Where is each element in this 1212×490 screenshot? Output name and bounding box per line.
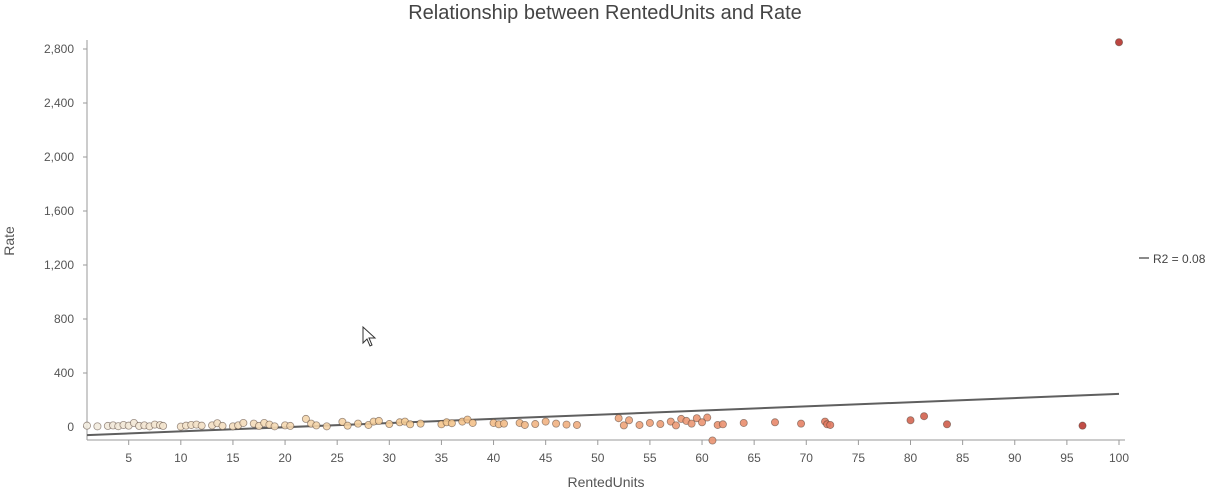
x-tick-label: 25 — [331, 451, 345, 465]
data-point[interactable] — [499, 419, 508, 428]
data-point[interactable] — [468, 418, 477, 427]
data-point[interactable] — [1078, 421, 1087, 430]
data-point[interactable] — [826, 420, 835, 429]
data-point[interactable] — [645, 418, 654, 427]
data-point[interactable] — [671, 421, 680, 430]
data-point[interactable] — [93, 422, 102, 431]
x-axis-ticks: 5 10 15 20 25 30 35 40 45 50 55 60 65 70 75 80 85 90 95 100 — [125, 440, 1129, 465]
y-tick-label: 1,200 — [44, 258, 74, 272]
data-point[interactable] — [343, 421, 352, 430]
x-tick-label: 5 — [125, 451, 132, 465]
x-tick-label: 10 — [174, 451, 188, 465]
data-point[interactable] — [614, 414, 623, 423]
data-point[interactable] — [416, 419, 425, 428]
x-tick-label: 60 — [695, 451, 709, 465]
data-point[interactable] — [562, 420, 571, 429]
data-point[interactable] — [619, 421, 628, 430]
data-point[interactable] — [447, 419, 456, 428]
data-point[interactable] — [635, 420, 644, 429]
data-point[interactable] — [708, 436, 717, 445]
data-points — [83, 38, 1124, 445]
data-point[interactable] — [354, 419, 363, 428]
x-tick-label: 40 — [487, 451, 501, 465]
data-point[interactable] — [83, 421, 92, 430]
data-point[interactable] — [718, 420, 727, 429]
data-point[interactable] — [692, 414, 701, 423]
data-point[interactable] — [239, 418, 248, 427]
y-tick-label: 2,000 — [44, 150, 74, 164]
data-point[interactable] — [703, 413, 712, 422]
data-point[interactable] — [943, 420, 952, 429]
y-tick-label: 2,800 — [44, 42, 74, 56]
data-point[interactable] — [687, 419, 696, 428]
x-tick-label: 75 — [852, 451, 866, 465]
x-tick-label: 50 — [591, 451, 605, 465]
data-point[interactable] — [541, 417, 550, 426]
y-tick-label: 1,600 — [44, 204, 74, 218]
axes — [86, 40, 1125, 441]
x-tick-label: 45 — [539, 451, 553, 465]
legend-label: R2 = 0.08 — [1153, 252, 1206, 266]
x-tick-label: 70 — [800, 451, 814, 465]
data-point[interactable] — [906, 416, 915, 425]
x-tick-label: 55 — [643, 451, 657, 465]
y-tick-label: 2,400 — [44, 96, 74, 110]
data-point[interactable] — [1115, 38, 1124, 47]
chart-title: Relationship between RentedUnits and Rat… — [408, 2, 802, 24]
data-point[interactable] — [520, 420, 529, 429]
data-point[interactable] — [552, 419, 561, 428]
data-point[interactable] — [385, 420, 394, 429]
x-tick-label: 100 — [1109, 451, 1129, 465]
data-point[interactable] — [572, 420, 581, 429]
x-tick-label: 35 — [435, 451, 449, 465]
trendline-layer — [86, 392, 1120, 437]
data-point[interactable] — [531, 420, 540, 429]
data-point[interactable] — [301, 414, 310, 423]
data-point[interactable] — [739, 418, 748, 427]
data-point[interactable] — [771, 418, 780, 427]
legend: R2 = 0.08 — [1139, 252, 1206, 266]
data-point[interactable] — [625, 416, 634, 425]
x-tick-label: 85 — [956, 451, 970, 465]
data-point[interactable] — [218, 421, 227, 430]
data-point[interactable] — [197, 421, 206, 430]
data-point[interactable] — [920, 412, 929, 421]
y-axis-label: Rate — [1, 226, 17, 256]
data-point[interactable] — [322, 422, 331, 431]
x-tick-label: 90 — [1008, 451, 1022, 465]
mouse-cursor-icon — [362, 325, 377, 347]
data-point[interactable] — [406, 420, 415, 429]
y-tick-label: 400 — [54, 366, 74, 380]
y-tick-label: 800 — [54, 312, 74, 326]
x-tick-label: 65 — [747, 451, 761, 465]
data-point[interactable] — [698, 418, 707, 427]
y-tick-label: 0 — [67, 420, 74, 434]
data-point[interactable] — [797, 419, 806, 428]
trendline — [86, 392, 1120, 437]
data-point[interactable] — [159, 421, 168, 430]
x-tick-label: 95 — [1060, 451, 1074, 465]
y-axis-ticks: 0 400 800 1,200 1,600 2,000 2,400 2,800 — [44, 42, 87, 434]
data-point[interactable] — [270, 422, 279, 431]
x-tick-label: 20 — [278, 451, 292, 465]
x-tick-label: 15 — [226, 451, 240, 465]
x-tick-label: 30 — [383, 451, 397, 465]
data-point[interactable] — [286, 421, 295, 430]
x-axis-label: RentedUnits — [567, 474, 644, 490]
data-point[interactable] — [374, 416, 383, 425]
data-point[interactable] — [312, 421, 321, 430]
data-point[interactable] — [656, 420, 665, 429]
x-tick-label: 80 — [904, 451, 918, 465]
